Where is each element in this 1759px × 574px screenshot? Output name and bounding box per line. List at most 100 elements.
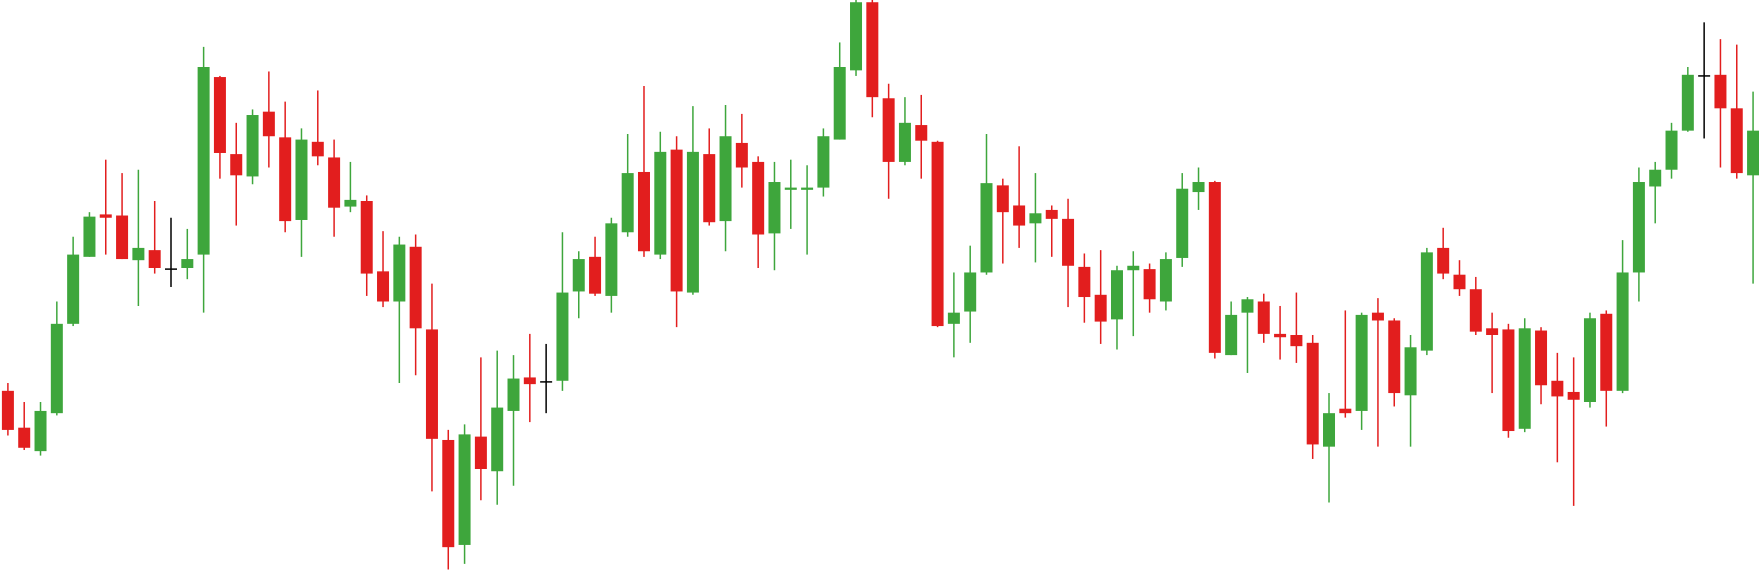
- candle-body: [621, 173, 634, 233]
- candle-body: [850, 2, 863, 71]
- candle-body: [1274, 333, 1287, 338]
- candle-body: [1045, 209, 1058, 219]
- candle-body: [1486, 328, 1499, 335]
- candle-body: [99, 214, 112, 218]
- candle-body: [1469, 289, 1482, 332]
- candle-body: [784, 187, 797, 190]
- candle-body: [1388, 320, 1401, 394]
- candle-body: [377, 271, 390, 302]
- candle-body: [866, 2, 879, 98]
- candle-body: [132, 247, 145, 261]
- candle-body: [1502, 329, 1515, 432]
- candle-body: [1078, 266, 1091, 298]
- candle-body: [197, 67, 210, 255]
- candle-body: [1225, 314, 1238, 356]
- candle-body: [295, 139, 308, 220]
- candle-body: [262, 111, 275, 137]
- candle-body: [1681, 74, 1694, 131]
- candle-body: [148, 250, 161, 268]
- candle-body: [1535, 330, 1548, 386]
- candle-body: [1029, 213, 1042, 224]
- candle-body: [1176, 188, 1189, 258]
- candle-body: [1257, 301, 1270, 334]
- candle-body: [1143, 269, 1156, 300]
- candle-body: [1600, 313, 1613, 391]
- candle-body: [1665, 130, 1678, 170]
- candle-body: [1192, 182, 1205, 193]
- candle-body: [213, 77, 226, 153]
- candle-body: [409, 246, 422, 329]
- candle-body: [1159, 259, 1172, 302]
- candle-body: [1551, 380, 1564, 397]
- candle-body: [654, 151, 667, 255]
- candle-body: [67, 254, 80, 324]
- candle-body: [1306, 342, 1319, 445]
- candle-body: [442, 439, 455, 548]
- candle-body: [360, 201, 373, 274]
- candle-body: [1094, 294, 1107, 322]
- candle-body: [817, 136, 830, 188]
- candle-body: [1290, 335, 1303, 347]
- candle-body: [181, 259, 194, 268]
- candle-body: [719, 136, 732, 222]
- candle-body: [572, 259, 585, 292]
- candle-body: [1518, 328, 1531, 429]
- candle-body: [1714, 74, 1727, 109]
- candle-body: [703, 154, 716, 223]
- candle-body: [670, 149, 683, 292]
- candle-body: [556, 292, 569, 381]
- candle-body: [637, 171, 650, 252]
- candle-body: [915, 125, 928, 141]
- candle-body: [898, 122, 911, 162]
- candle-body: [1420, 252, 1433, 351]
- candle-body: [246, 115, 259, 177]
- candle-body: [1323, 413, 1336, 447]
- candle-body: [1062, 218, 1075, 266]
- candle-body: [752, 161, 765, 235]
- candle-body: [1632, 182, 1645, 273]
- candle-body: [980, 183, 993, 273]
- candle-body: [1649, 169, 1662, 187]
- candle-body: [523, 377, 536, 385]
- candle-body: [1013, 205, 1026, 226]
- candle-body: [1404, 347, 1417, 396]
- candle-body: [1241, 299, 1254, 313]
- candle-body: [947, 312, 960, 324]
- candle-body: [311, 141, 324, 157]
- candle-body: [425, 329, 438, 439]
- candle-body: [1355, 314, 1368, 411]
- candle-body: [964, 272, 977, 312]
- candle-body: [605, 223, 618, 296]
- candle-body: [279, 137, 292, 222]
- candle-body: [116, 215, 129, 260]
- candle-body: [83, 216, 96, 257]
- candle-body: [735, 142, 748, 168]
- candle-body: [328, 157, 341, 208]
- candle-body: [589, 256, 602, 294]
- candle-body: [1371, 312, 1384, 321]
- candle-body: [50, 323, 63, 414]
- candle-body: [230, 154, 243, 176]
- candle-body: [474, 436, 487, 469]
- candle-body: [1437, 247, 1450, 274]
- candle-body: [1730, 108, 1743, 174]
- candle-body: [686, 151, 699, 293]
- candle-body: [882, 98, 895, 162]
- candle-body: [931, 141, 944, 327]
- candle-body: [1127, 265, 1140, 271]
- candle-body: [1583, 318, 1596, 402]
- candle-body: [344, 199, 357, 207]
- candle-body: [1339, 408, 1352, 414]
- candle-body: [801, 187, 814, 190]
- candle-body: [1110, 270, 1123, 320]
- candle-body: [393, 244, 406, 302]
- candle-body: [1616, 272, 1629, 391]
- candle-body: [458, 434, 471, 545]
- candle-body: [833, 67, 846, 140]
- candle-body: [491, 407, 504, 472]
- candle-body: [768, 182, 781, 234]
- candle-body: [1208, 182, 1221, 353]
- candle-body: [996, 185, 1009, 213]
